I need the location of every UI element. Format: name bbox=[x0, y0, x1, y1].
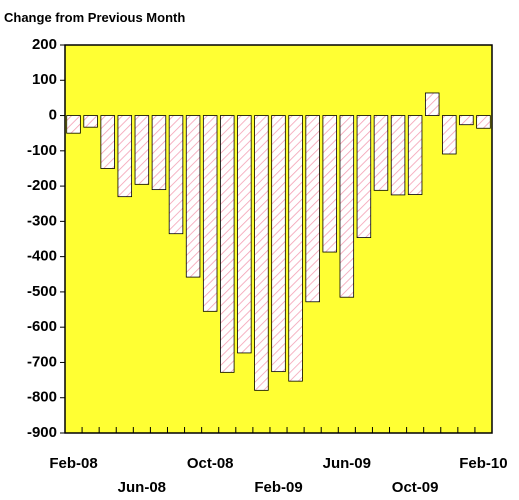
bar bbox=[185, 115, 201, 278]
bar bbox=[476, 115, 491, 129]
bar bbox=[442, 115, 457, 155]
x-tick-label: Jun-09 bbox=[323, 455, 371, 472]
y-tick-label: -700 bbox=[27, 353, 57, 370]
y-tick-label: -500 bbox=[27, 283, 57, 300]
chart-title: Change from Previous Month bbox=[4, 10, 185, 25]
x-tick-label: Feb-08 bbox=[49, 455, 97, 472]
bar bbox=[254, 115, 269, 391]
bar bbox=[322, 115, 337, 253]
y-tick-label: -300 bbox=[27, 212, 57, 229]
y-tick-label: 100 bbox=[32, 71, 57, 88]
bar bbox=[271, 115, 286, 373]
bar bbox=[305, 115, 320, 303]
bar bbox=[117, 115, 133, 198]
y-tick-label: -400 bbox=[27, 248, 57, 265]
bar bbox=[151, 115, 167, 191]
x-tick-label: Feb-10 bbox=[459, 455, 507, 472]
bar bbox=[459, 115, 474, 126]
bar bbox=[134, 115, 150, 185]
y-tick-label: 0 bbox=[49, 107, 57, 124]
x-tick-label: Oct-09 bbox=[392, 479, 439, 495]
y-tick-label: -800 bbox=[27, 389, 57, 406]
bar bbox=[407, 115, 423, 195]
bar bbox=[168, 115, 184, 235]
bar bbox=[339, 115, 355, 298]
y-tick-label: -200 bbox=[27, 177, 57, 194]
y-tick-label: 200 bbox=[32, 36, 57, 53]
x-tick-label: Feb-09 bbox=[254, 479, 302, 495]
bar bbox=[373, 115, 389, 191]
plot-border bbox=[64, 44, 493, 434]
bar bbox=[237, 115, 252, 354]
y-tick-label: -600 bbox=[27, 318, 57, 335]
y-tick-label: -900 bbox=[27, 424, 57, 441]
bar bbox=[424, 92, 440, 116]
bar bbox=[66, 115, 81, 134]
x-tick-label: Jun-08 bbox=[118, 479, 166, 495]
bar bbox=[288, 115, 303, 382]
bar bbox=[83, 115, 98, 128]
y-tick-label: -100 bbox=[27, 142, 57, 159]
bar bbox=[202, 115, 218, 312]
bar bbox=[220, 115, 235, 373]
x-tick-label: Oct-08 bbox=[187, 455, 234, 472]
bar bbox=[356, 115, 372, 238]
bar bbox=[100, 115, 115, 169]
bar bbox=[390, 115, 406, 196]
